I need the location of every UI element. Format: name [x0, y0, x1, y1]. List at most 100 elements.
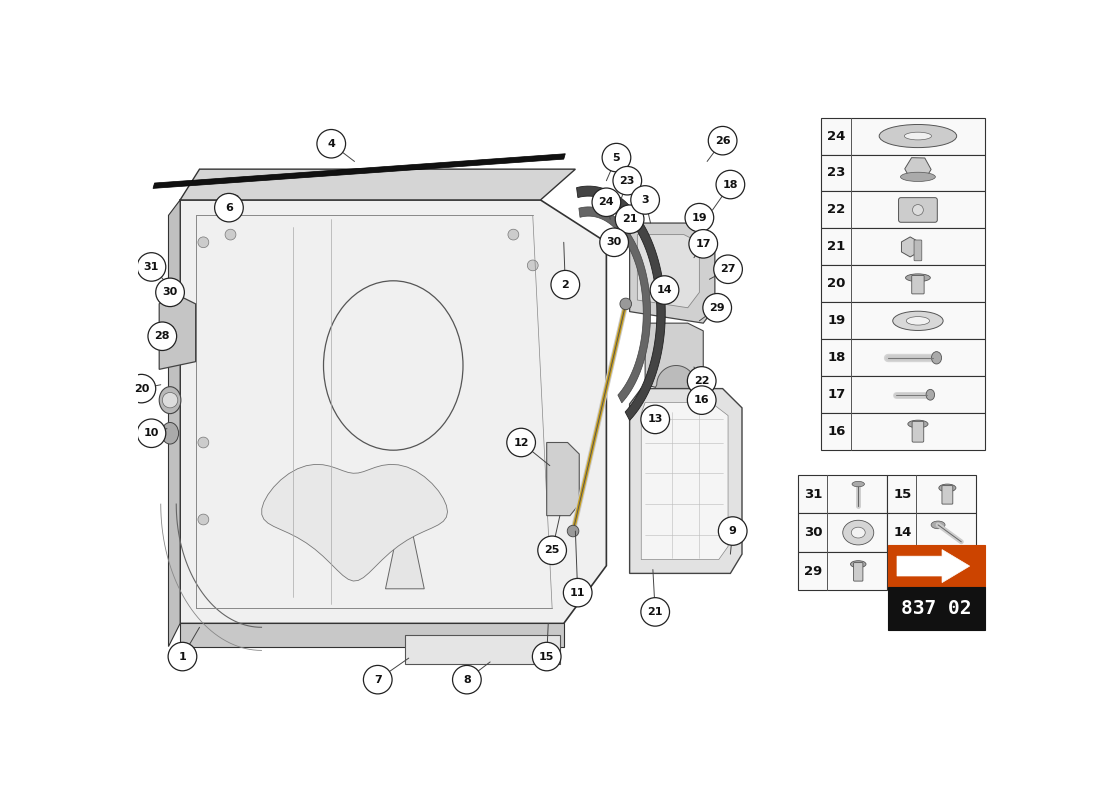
- Text: 30: 30: [606, 238, 621, 247]
- Ellipse shape: [932, 352, 942, 364]
- Ellipse shape: [908, 420, 928, 428]
- Text: 14: 14: [893, 526, 912, 539]
- FancyBboxPatch shape: [887, 475, 976, 514]
- Polygon shape: [641, 402, 728, 559]
- Circle shape: [214, 194, 243, 222]
- Circle shape: [317, 130, 345, 158]
- Text: 30: 30: [163, 287, 178, 298]
- Circle shape: [718, 517, 747, 546]
- Ellipse shape: [879, 125, 957, 147]
- Ellipse shape: [843, 520, 873, 545]
- Circle shape: [527, 260, 538, 270]
- FancyBboxPatch shape: [821, 376, 986, 414]
- Circle shape: [688, 386, 716, 414]
- FancyBboxPatch shape: [887, 514, 976, 552]
- Circle shape: [685, 203, 714, 232]
- Polygon shape: [547, 442, 580, 516]
- Text: 837 02: 837 02: [901, 599, 971, 618]
- Text: 13: 13: [648, 414, 663, 424]
- FancyBboxPatch shape: [821, 229, 986, 266]
- Text: 11: 11: [570, 588, 585, 598]
- Polygon shape: [180, 623, 563, 646]
- Circle shape: [563, 578, 592, 607]
- Circle shape: [508, 230, 519, 240]
- FancyBboxPatch shape: [821, 118, 986, 154]
- Ellipse shape: [852, 482, 865, 486]
- Text: 23: 23: [827, 166, 846, 179]
- Text: 18: 18: [827, 351, 846, 364]
- Text: 29: 29: [804, 565, 823, 578]
- Circle shape: [641, 598, 670, 626]
- Text: 4: 4: [328, 138, 336, 149]
- Circle shape: [138, 253, 166, 281]
- Text: 15: 15: [893, 487, 912, 501]
- Text: 8: 8: [463, 674, 471, 685]
- Circle shape: [600, 228, 628, 257]
- FancyBboxPatch shape: [821, 414, 986, 450]
- Text: 27: 27: [720, 264, 736, 274]
- Text: 22: 22: [827, 203, 846, 217]
- FancyBboxPatch shape: [821, 154, 986, 191]
- Text: ETK: ETK: [245, 291, 572, 440]
- Text: 18: 18: [723, 179, 738, 190]
- Text: 2: 2: [561, 280, 569, 290]
- Text: 26: 26: [715, 136, 730, 146]
- Text: 12: 12: [514, 438, 529, 447]
- FancyBboxPatch shape: [405, 635, 560, 664]
- Circle shape: [156, 278, 185, 306]
- Text: 21: 21: [621, 214, 637, 224]
- Text: 19: 19: [692, 213, 707, 222]
- Ellipse shape: [893, 311, 943, 330]
- Circle shape: [163, 393, 178, 408]
- Text: 17: 17: [827, 388, 846, 402]
- Text: 14: 14: [657, 285, 672, 295]
- Circle shape: [507, 428, 536, 457]
- FancyBboxPatch shape: [888, 545, 984, 587]
- Polygon shape: [222, 194, 239, 204]
- FancyBboxPatch shape: [798, 552, 887, 590]
- Circle shape: [620, 298, 631, 310]
- Ellipse shape: [939, 484, 956, 492]
- Circle shape: [551, 270, 580, 299]
- Polygon shape: [637, 234, 700, 308]
- Circle shape: [703, 294, 732, 322]
- Ellipse shape: [931, 521, 945, 529]
- FancyBboxPatch shape: [821, 302, 986, 339]
- Text: 1: 1: [178, 651, 186, 662]
- Text: 20: 20: [134, 383, 150, 394]
- Circle shape: [126, 374, 156, 403]
- FancyBboxPatch shape: [798, 514, 887, 552]
- FancyBboxPatch shape: [821, 191, 986, 229]
- Polygon shape: [153, 154, 565, 188]
- Polygon shape: [180, 169, 575, 200]
- Ellipse shape: [904, 132, 932, 140]
- Text: a passion for parts: a passion for parts: [328, 414, 537, 463]
- Circle shape: [615, 205, 644, 234]
- Text: 20: 20: [827, 278, 846, 290]
- Text: 24: 24: [598, 198, 614, 207]
- Text: 24: 24: [827, 130, 846, 142]
- Text: 16: 16: [827, 426, 846, 438]
- Circle shape: [198, 437, 209, 448]
- Text: 30: 30: [804, 526, 823, 539]
- Polygon shape: [385, 496, 425, 589]
- Text: 10: 10: [144, 428, 159, 438]
- Text: 19: 19: [827, 314, 846, 327]
- FancyBboxPatch shape: [942, 486, 953, 504]
- Ellipse shape: [850, 561, 866, 568]
- Circle shape: [138, 419, 166, 447]
- Ellipse shape: [901, 172, 935, 182]
- Text: 7: 7: [374, 674, 382, 685]
- Ellipse shape: [906, 317, 930, 325]
- Circle shape: [363, 666, 392, 694]
- Polygon shape: [644, 366, 695, 429]
- FancyBboxPatch shape: [854, 562, 862, 581]
- Circle shape: [716, 170, 745, 198]
- Polygon shape: [180, 200, 606, 623]
- Circle shape: [198, 237, 209, 248]
- FancyBboxPatch shape: [899, 198, 937, 222]
- Text: 17: 17: [695, 239, 711, 249]
- Circle shape: [538, 536, 566, 565]
- FancyBboxPatch shape: [914, 240, 922, 261]
- FancyBboxPatch shape: [821, 266, 986, 302]
